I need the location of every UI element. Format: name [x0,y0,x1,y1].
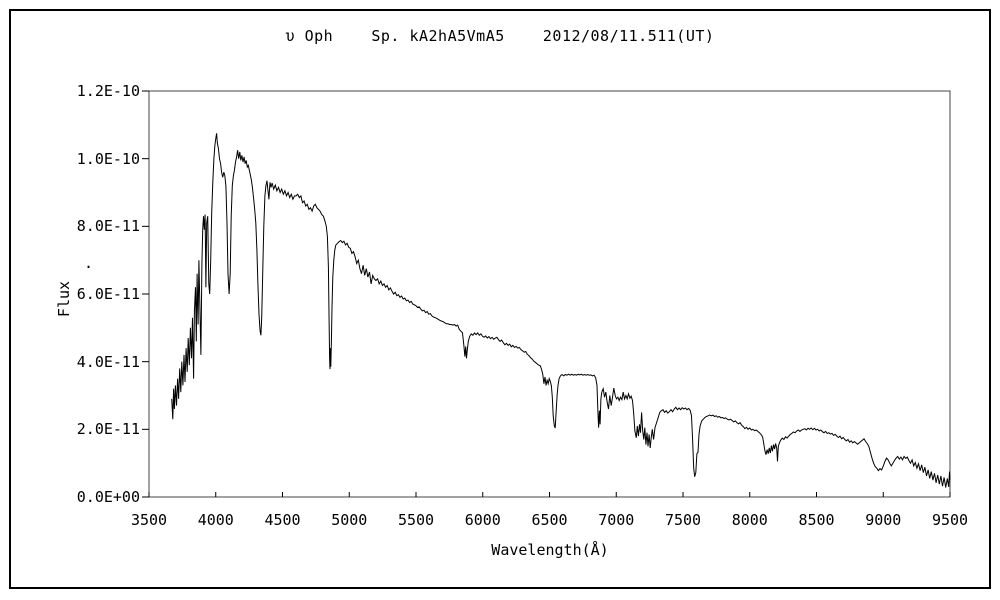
x-tick-label: 5500 [397,511,435,529]
x-tick-label: 5000 [331,511,368,529]
x-tick-label: 7500 [664,511,702,529]
y-tick-label: 6.0E-11 [76,285,140,303]
stray-dot-mark: . [84,254,94,272]
x-tick-label: 4500 [264,511,301,529]
plot-frame [148,90,951,498]
x-tick-label: 9000 [865,511,902,529]
x-tick-label: 8500 [798,511,835,529]
y-tick-label: 1.0E-10 [76,149,140,168]
chart-title: υ Oph Sp. kA2hA5VmA5 2012/08/11.511(UT) [285,27,715,45]
y-tick-label: 8.0E-11 [76,217,140,236]
x-tick-label: 3500 [130,511,168,529]
x-axis-title: Wavelength(Å) [491,541,609,559]
x-tick-label: 7000 [598,511,635,529]
y-tick-label: 1.2E-10 [76,82,140,100]
x-tick-label: 6500 [531,511,568,529]
chart-outer-border [9,9,991,589]
y-tick-label: 4.0E-11 [76,352,140,371]
y-tick-label: 0.0E+00 [76,488,140,506]
x-tick-label: 4000 [197,511,234,529]
x-tick-label: 6000 [464,511,501,529]
x-tick-label: 9500 [931,511,969,529]
y-tick-label: 2.0E-11 [76,420,140,439]
spectrum-curve [171,133,951,488]
x-tick-label: 8000 [731,511,768,529]
